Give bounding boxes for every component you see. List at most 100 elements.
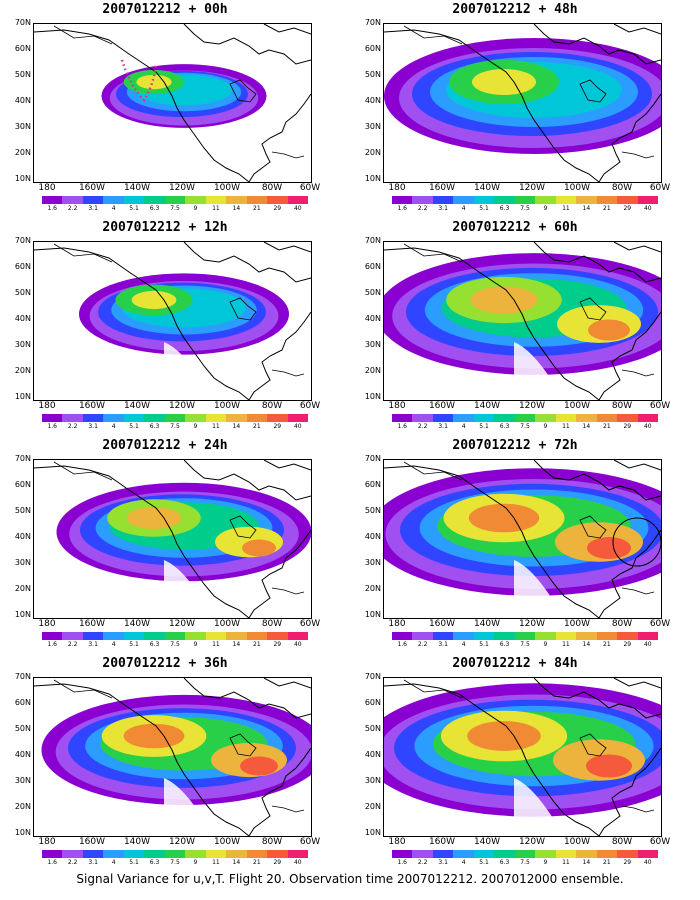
colorbar-swatch: [62, 850, 83, 858]
lat-tick-label: 50N: [364, 724, 381, 733]
lon-tick-label: 60W: [649, 837, 671, 847]
colorbar-level-label: 4: [111, 859, 116, 866]
lon-tick-label: 160W: [428, 619, 456, 629]
lat-tick-label: 60N: [14, 480, 31, 489]
variance-field: [384, 683, 661, 836]
colorbar-level-label: 14: [232, 859, 241, 866]
colorbar-swatch: [82, 196, 104, 204]
colorbar-level-label: 1.6: [397, 205, 407, 212]
colorbar-swatch: [637, 632, 659, 640]
colorbar-level-label: 7.5: [170, 859, 180, 866]
lon-tick-label: 100W: [563, 183, 591, 193]
colorbar-swatch: [267, 632, 288, 640]
colorbar-level-label: 40: [643, 423, 652, 430]
colorbar-swatch: [82, 850, 104, 858]
colorbar-level-label: 5.1: [129, 859, 139, 866]
colorbar-swatch: [287, 850, 309, 858]
panel-title: 2007012212 + 12h: [102, 220, 228, 235]
lat-tick-label: 60N: [364, 698, 381, 707]
colorbar-swatch: [103, 414, 124, 422]
colorbar-level-label: 40: [293, 859, 302, 866]
colorbar-level-label: 4: [461, 205, 466, 212]
colorbar-swatch: [287, 196, 309, 204]
lat-tick-label: 40N: [364, 532, 381, 541]
colorbar-swatch: [42, 632, 63, 640]
colorbar-swatch: [637, 850, 659, 858]
colorbar-level-label: 4: [461, 641, 466, 648]
colorbar-swatch: [555, 414, 577, 422]
colorbar-swatch: [226, 850, 247, 858]
colorbar-level-label: 4: [461, 859, 466, 866]
colorbar-level-label: 14: [582, 423, 591, 430]
colorbar-level-label: 11: [212, 423, 220, 430]
lat-tick-label: 50N: [14, 70, 31, 79]
colorbar: [42, 414, 309, 422]
panel-title: 2007012212 + 84h: [452, 656, 578, 671]
lon-tick-label: 140W: [473, 183, 501, 193]
colorbar-level-label: 6.3: [499, 423, 510, 430]
lon-tick-label: 120W: [518, 619, 546, 629]
flight-track: [120, 59, 158, 102]
lat-tick-label: 20N: [14, 584, 31, 593]
colorbar-swatch: [82, 414, 104, 422]
colorbar-level-label: 9: [193, 205, 198, 212]
variance-field: [384, 253, 661, 400]
colorbar-level-label: 5.1: [129, 205, 139, 212]
colorbar-swatch: [453, 632, 474, 640]
panel-title: 2007012212 + 24h: [102, 438, 228, 453]
colorbar-level-label: 29: [623, 641, 632, 648]
colorbar-level-label: 29: [623, 423, 632, 430]
lon-tick-label: 180: [38, 837, 56, 847]
colorbar-swatch: [535, 414, 556, 422]
map-panel: 2007012212 + 84h 70N 60N 50N 40N 30N 20N 10N 18…: [350, 656, 680, 866]
colorbar-swatch: [42, 414, 63, 422]
colorbar-swatch: [514, 196, 536, 204]
colorbar-level-label: 1.6: [47, 641, 57, 648]
lat-tick-label: 50N: [14, 506, 31, 515]
colorbar-level-label: 5.1: [479, 859, 489, 866]
colorbar-swatch: [412, 850, 433, 858]
lon-tick-label: 180: [388, 401, 406, 411]
map-plot: [383, 23, 662, 183]
lat-tick-label: 40N: [14, 532, 31, 541]
colorbar-level-label: 14: [232, 641, 241, 648]
colorbar-swatch: [185, 196, 206, 204]
lat-tick-label: 20N: [364, 148, 381, 157]
colorbar-level-label: 9: [543, 641, 548, 648]
lon-tick-label: 140W: [473, 619, 501, 629]
lon-tick-label: 180: [388, 837, 406, 847]
colorbar-swatch: [576, 632, 597, 640]
colorbar-level-label: 7.5: [520, 859, 530, 866]
colorbar-swatch: [473, 632, 495, 640]
colorbar-swatch: [596, 414, 618, 422]
lat-tick-label: 70N: [364, 454, 381, 463]
colorbar-level-label: 1.6: [47, 859, 57, 866]
lat-tick-label: 30N: [364, 776, 381, 785]
colorbar-level-label: 4: [111, 205, 116, 212]
colorbar-level-label: 21: [603, 205, 611, 212]
colorbar-swatch: [164, 414, 186, 422]
colorbar-swatch: [494, 850, 515, 858]
colorbar-level-label: 1.6: [397, 859, 407, 866]
colorbar-level-label: 21: [253, 205, 261, 212]
colorbar-swatch: [514, 850, 536, 858]
colorbar-level-label: 2.2: [67, 859, 78, 866]
lat-tick-label: 70N: [14, 236, 31, 245]
colorbar-swatch: [226, 196, 247, 204]
colorbar-level-label: 2.2: [417, 641, 428, 648]
colorbar-swatch: [494, 196, 515, 204]
variance-field: [101, 64, 267, 128]
colorbar: [42, 632, 309, 640]
lat-tick-label: 70N: [14, 18, 31, 27]
lon-tick-label: 80W: [261, 619, 283, 629]
colorbar-swatch: [144, 632, 165, 640]
colorbar-level-label: 3.1: [88, 859, 98, 866]
lat-tick-label: 30N: [364, 122, 381, 131]
coastline: [34, 678, 311, 836]
lon-tick-label: 160W: [78, 619, 106, 629]
lon-tick-label: 100W: [563, 837, 591, 847]
lon-tick-label: 80W: [611, 401, 633, 411]
lon-tick-label: 60W: [649, 619, 671, 629]
lon-tick-label: 140W: [473, 401, 501, 411]
colorbar-level-label: 7.5: [520, 205, 530, 212]
